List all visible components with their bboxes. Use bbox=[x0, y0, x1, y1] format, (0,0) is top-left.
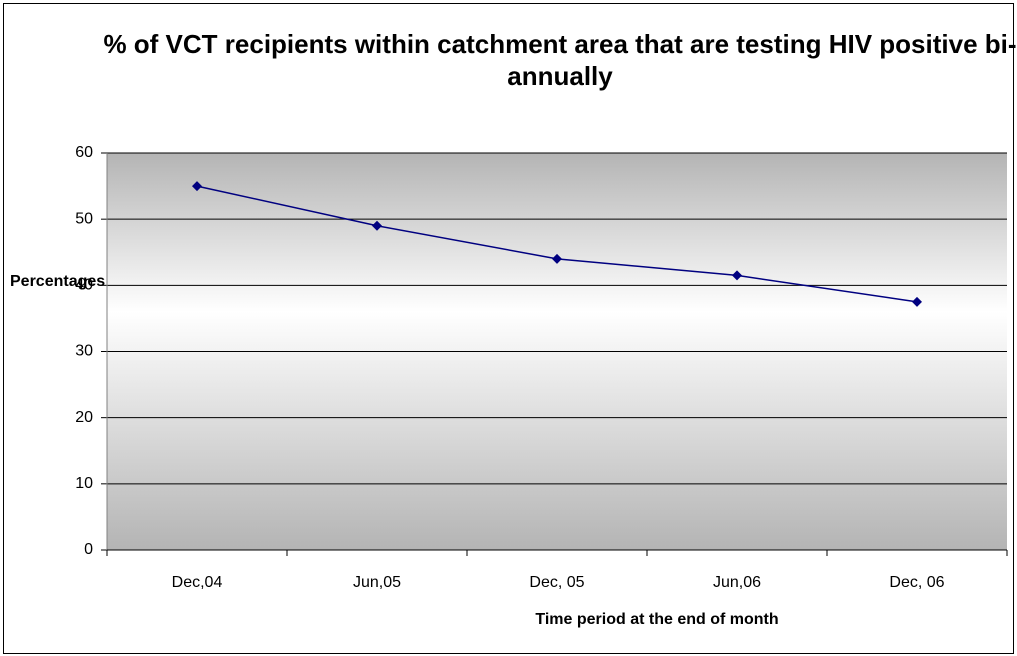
x-axis-label: Time period at the end of month bbox=[535, 611, 778, 628]
y-tick-label: 60 bbox=[75, 144, 93, 161]
y-tick-label: 10 bbox=[75, 475, 93, 492]
y-tick-label: 0 bbox=[84, 541, 93, 558]
y-tick-label: 40 bbox=[75, 277, 93, 294]
x-tick-label: Jun,05 bbox=[353, 574, 401, 591]
y-tick-label: 50 bbox=[75, 210, 93, 227]
point-marker bbox=[552, 253, 562, 264]
y-axis-label: Percentages bbox=[10, 273, 105, 290]
x-tick-label: Dec, 05 bbox=[529, 574, 584, 591]
y-tick-label: 20 bbox=[75, 409, 93, 426]
point-marker bbox=[372, 220, 382, 231]
point-marker bbox=[192, 181, 202, 192]
y-tick-label: 30 bbox=[75, 343, 93, 360]
x-tick-label: Jun,06 bbox=[713, 574, 761, 591]
x-tick-label: Dec,04 bbox=[172, 574, 223, 591]
x-tick-label: Dec, 06 bbox=[889, 574, 944, 591]
point-marker bbox=[732, 270, 742, 281]
chart-title: % of VCT recipients within catchment are… bbox=[103, 29, 1017, 91]
point-marker bbox=[912, 296, 922, 307]
